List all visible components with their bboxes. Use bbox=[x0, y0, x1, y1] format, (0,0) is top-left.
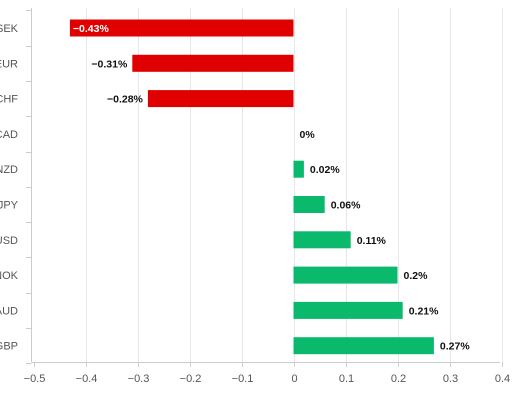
x-tick-label: −0.4 bbox=[76, 373, 98, 385]
data-label: 0.2% bbox=[404, 270, 429, 282]
bar-jpy[interactable] bbox=[293, 196, 325, 213]
data-label: −0.28% bbox=[107, 94, 144, 106]
data-labels: −0.43% −0.31% −0.28% 0% 0.02% 0.06% 0.11% 0.2% 0… bbox=[73, 23, 470, 353]
data-label: −0.31% bbox=[91, 58, 128, 70]
data-label: −0.43% bbox=[73, 23, 110, 35]
category-label: NZD bbox=[0, 164, 18, 176]
bar-nok[interactable] bbox=[293, 266, 398, 284]
bar-nzd[interactable] bbox=[293, 160, 304, 178]
bar-eur[interactable] bbox=[132, 54, 294, 72]
category-label: JPY bbox=[0, 200, 19, 212]
axes bbox=[26, 8, 503, 367]
category-label: USD bbox=[0, 235, 18, 247]
x-tick-label: 0 bbox=[291, 373, 297, 385]
x-tick-label: 0.4 bbox=[495, 373, 510, 385]
x-tick-label: −0.5 bbox=[24, 373, 46, 385]
x-tick-labels: −0.5 −0.4 −0.3 −0.2 −0.1 0 0.1 0.2 0.3 0.4 bbox=[24, 373, 511, 385]
data-label: 0.21% bbox=[409, 305, 439, 317]
x-tick-label: 0.2 bbox=[391, 373, 406, 385]
data-label: 0.06% bbox=[331, 200, 361, 212]
category-label: AUD bbox=[0, 305, 18, 317]
data-label: 0.02% bbox=[310, 164, 340, 176]
bar-sek[interactable] bbox=[69, 19, 294, 37]
category-label: CAD bbox=[0, 129, 18, 141]
category-label: GBP bbox=[0, 341, 18, 353]
x-tick-label: 0.3 bbox=[443, 373, 458, 385]
category-label: EUR bbox=[0, 58, 18, 70]
category-label: NOK bbox=[0, 270, 19, 282]
x-tick-label: −0.1 bbox=[232, 373, 254, 385]
data-label: 0% bbox=[300, 129, 316, 141]
bar-usd[interactable] bbox=[293, 231, 351, 249]
bar-aud[interactable] bbox=[293, 301, 403, 319]
data-label: 0.27% bbox=[440, 341, 470, 353]
x-tick-label: −0.2 bbox=[180, 373, 202, 385]
bar-gbp[interactable] bbox=[293, 337, 434, 355]
category-label: SEK bbox=[0, 23, 19, 35]
x-tick-label: 0.1 bbox=[339, 373, 354, 385]
bars bbox=[69, 19, 434, 355]
bar-chf[interactable] bbox=[147, 90, 294, 108]
category-label: CHF bbox=[0, 94, 18, 106]
data-label: 0.11% bbox=[357, 235, 387, 247]
category-labels: SEK EUR CHF CAD NZD JPY USD NOK AUD GBP bbox=[0, 23, 19, 353]
x-tick-label: −0.3 bbox=[128, 373, 150, 385]
